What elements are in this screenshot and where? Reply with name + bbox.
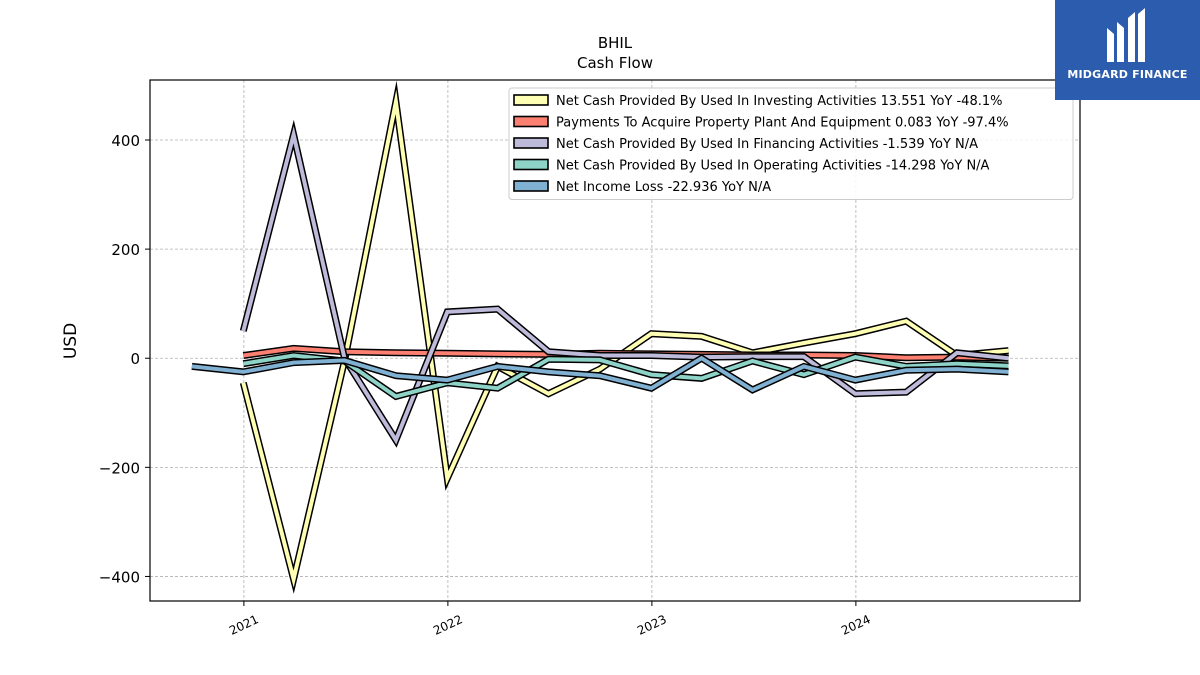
- logo-mark-icon: [1107, 8, 1145, 62]
- legend-swatch: [513, 158, 549, 171]
- y-axis-label: USD: [61, 323, 81, 359]
- legend-label: Net Income Loss -22.936 YoY N/A: [556, 180, 771, 195]
- chart-subtitle: Cash Flow: [577, 54, 653, 72]
- x-tick-label: 2023: [635, 612, 669, 638]
- x-tick-label: 2024: [839, 612, 873, 638]
- chart-title: BHIL: [598, 34, 633, 52]
- x-tick-label: 2021: [227, 612, 261, 638]
- axes: [149, 79, 1081, 602]
- legend-label: Net Cash Provided By Used In Financing A…: [556, 137, 978, 152]
- series-line-4: [191, 355, 1009, 393]
- series-lines: [191, 80, 1009, 594]
- legend: Net Cash Provided By Used In Investing A…: [508, 87, 1074, 200]
- legend-box: [508, 87, 1074, 200]
- series-line-2: [241, 126, 1009, 445]
- y-tick-label: 400: [111, 132, 140, 150]
- series-line-3: [242, 353, 1009, 399]
- midgard-finance-logo: MIDGARD FINANCE: [1055, 0, 1200, 100]
- legend-label: Net Cash Provided By Used In Investing A…: [556, 94, 1002, 109]
- legend-swatch: [513, 137, 549, 149]
- legend-swatch: [513, 115, 549, 128]
- y-tick-label: −400: [99, 568, 140, 586]
- y-tick-label: 200: [111, 241, 140, 259]
- y-tick-label: 0: [130, 350, 140, 368]
- logo-text: MIDGARD FINANCE: [1067, 68, 1188, 81]
- legend-swatch: [513, 180, 549, 192]
- plot-frame: [149, 79, 1081, 602]
- legend-label: Net Cash Provided By Used In Operating A…: [556, 159, 990, 174]
- legend-label: Payments To Acquire Property Plant And E…: [556, 116, 1009, 131]
- y-tick-label: −200: [99, 459, 140, 477]
- x-tick-label: 2022: [431, 612, 465, 638]
- legend-swatch: [513, 94, 549, 106]
